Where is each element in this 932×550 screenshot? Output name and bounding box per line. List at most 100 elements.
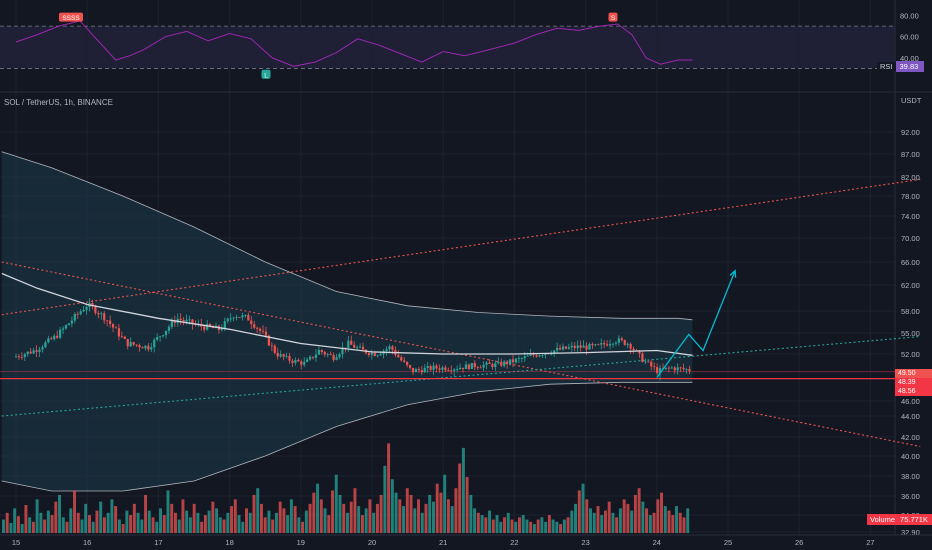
volume-bar (402, 506, 406, 533)
candle-body (291, 360, 294, 363)
candle-body (164, 330, 168, 336)
volume-bar (88, 515, 91, 533)
candle-body (535, 355, 538, 357)
candle-body (267, 335, 271, 346)
candle-body (526, 355, 529, 357)
volume-bar (297, 517, 301, 533)
candle-body (514, 358, 518, 363)
volume-bar (346, 512, 349, 533)
candle-body (523, 356, 526, 359)
candle-body (226, 318, 229, 322)
candle-body (123, 336, 126, 339)
candle-body (653, 366, 656, 368)
candle-body (126, 338, 129, 347)
candle-body (579, 345, 582, 348)
volume-bar (499, 521, 503, 533)
volume-bar (31, 521, 35, 533)
trendline (1, 335, 921, 417)
envelope-band-fill (1, 151, 693, 492)
candle-body (408, 365, 412, 368)
volume-bar (218, 517, 222, 533)
candle-body (229, 318, 232, 320)
candle-body (373, 352, 376, 357)
candle-body (161, 335, 165, 337)
candle-body (417, 369, 420, 371)
volume-bar (417, 499, 420, 533)
volume-bar (424, 503, 428, 533)
volume-bar (166, 490, 170, 533)
volume-bar (637, 488, 641, 533)
candle-body (167, 326, 171, 331)
volume-bar (248, 512, 252, 533)
candle-body (335, 357, 338, 360)
volume-bar (91, 521, 95, 533)
volume-bar (39, 512, 43, 533)
volume-bar (159, 508, 162, 533)
rsi-signal-marker (59, 12, 83, 22)
candle-body (670, 367, 673, 369)
candle-body (323, 352, 326, 355)
volume-bar (390, 479, 394, 533)
price-axis-label: 46.00 (901, 397, 920, 406)
volume-bar (357, 506, 361, 533)
candle-body (503, 361, 506, 366)
volume-bar (215, 508, 219, 533)
volume-bar (349, 501, 353, 533)
volume-bar (282, 508, 286, 533)
candle-body (303, 361, 306, 365)
volume-bar (316, 483, 320, 533)
candle-body (447, 370, 450, 372)
volume-bar (383, 465, 387, 533)
candle-body (326, 354, 329, 356)
volume-bar (686, 508, 690, 533)
volume-bar (327, 515, 331, 533)
candle-body (614, 342, 618, 344)
candle-body (220, 328, 223, 330)
candle-body (361, 346, 365, 350)
candle-body (106, 320, 109, 322)
volume-bar (379, 494, 383, 533)
volume-bar (20, 524, 24, 533)
volume-bar (364, 508, 368, 533)
volume-bar (375, 503, 379, 533)
candle-body (576, 345, 579, 349)
candle-body (279, 354, 282, 357)
candle-body (156, 336, 159, 340)
candle-body (109, 320, 112, 325)
volume-bar (69, 508, 73, 533)
price-axis-label: 52.00 (901, 350, 920, 359)
volume-bar (46, 510, 50, 533)
candle-body (656, 367, 659, 374)
volume-bar (211, 501, 215, 533)
candle-body (103, 313, 106, 321)
candle-body (253, 324, 256, 328)
candle-body (458, 367, 462, 370)
candle-body (658, 368, 662, 374)
time-axis-label: 23 (581, 538, 589, 547)
candle-body (264, 331, 268, 336)
candle-body (388, 346, 391, 350)
candle-body (203, 326, 206, 330)
price-axis-label: 55.00 (901, 329, 920, 338)
candle-body (500, 361, 503, 366)
candle-body (588, 343, 591, 350)
candle-body (14, 356, 18, 358)
volume-bar (607, 501, 611, 533)
volume-bar (13, 508, 17, 533)
volume-bar (443, 474, 447, 533)
volume-bar (140, 519, 144, 533)
candle-body (567, 347, 570, 349)
candle-body (282, 354, 285, 357)
volume-bar (518, 517, 521, 533)
candle-body (473, 363, 476, 368)
volume-bar (641, 501, 645, 533)
volume-bar (544, 521, 548, 533)
volume-bar (480, 515, 484, 533)
candle-body (206, 323, 209, 330)
volume-bar (652, 512, 656, 533)
candle-body (411, 367, 415, 373)
candle-body (641, 353, 644, 362)
volume-bar (645, 508, 649, 533)
volume-bar (577, 490, 581, 533)
